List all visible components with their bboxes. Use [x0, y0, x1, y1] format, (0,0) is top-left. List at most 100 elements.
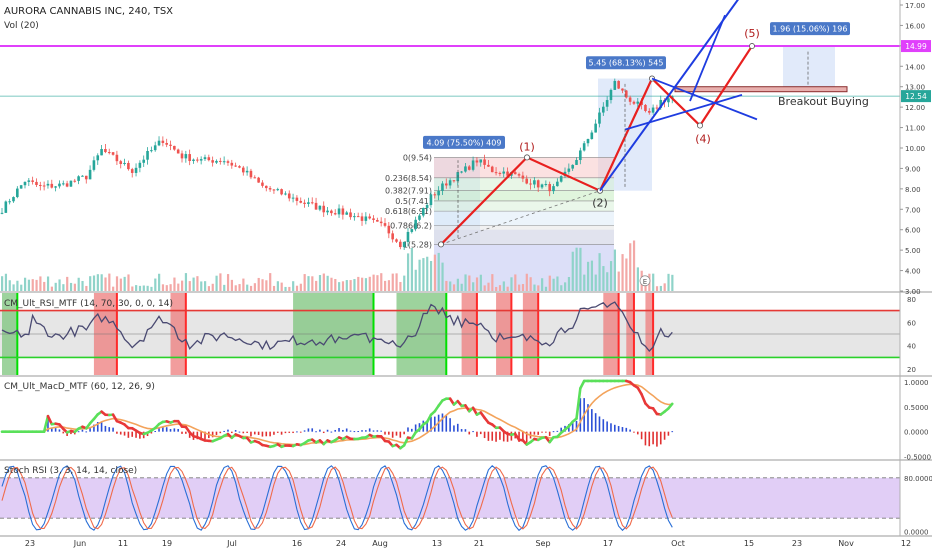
- macd-histogram-bar: [280, 431, 283, 435]
- macd-histogram-bar: [403, 431, 405, 435]
- volume-bar: [441, 262, 444, 291]
- volume-bar: [39, 276, 42, 291]
- wave-pivot: [749, 43, 756, 50]
- measurement-label: 4.09 (75.50%) 409: [427, 138, 502, 147]
- candle-body: [609, 89, 613, 101]
- wave-pivot: [437, 241, 444, 248]
- candle-body: [272, 189, 276, 191]
- candle-body: [173, 145, 176, 150]
- volume-bar: [521, 284, 525, 291]
- price-tick-label: 3.00: [905, 288, 921, 296]
- volume-bar: [586, 261, 590, 291]
- rsi-tick-label: 40: [907, 343, 916, 351]
- volume-bar: [161, 284, 165, 291]
- candle-body: [579, 150, 582, 161]
- macd-histogram-bar: [108, 427, 111, 432]
- volume-bar: [315, 280, 318, 291]
- fib-level-label: 0.5(7.41): [395, 197, 432, 206]
- macd-histogram-bar: [598, 416, 601, 432]
- volume-bar: [491, 274, 494, 291]
- macd-histogram-bar: [261, 431, 264, 437]
- macd-histogram-bar: [158, 427, 160, 432]
- candle-body: [441, 183, 444, 191]
- price-tick-label: 13.00: [905, 84, 925, 92]
- macd-histogram-bar: [162, 426, 164, 432]
- candle-body: [16, 188, 19, 198]
- candle-body: [422, 207, 425, 216]
- volume-bar: [533, 284, 536, 291]
- volume-bar: [403, 275, 406, 291]
- candle-body: [467, 166, 471, 170]
- candle-body: [81, 175, 84, 177]
- price-tick-label: 12.00: [905, 104, 925, 112]
- candle-body: [548, 184, 551, 192]
- macd-histogram-bar: [537, 431, 539, 435]
- volume-bar: [200, 281, 203, 291]
- volume-bar: [234, 285, 237, 291]
- macd-histogram-bar: [453, 425, 455, 432]
- macd-histogram-bar: [460, 429, 463, 432]
- fib-band: [434, 200, 614, 212]
- candle-body: [0, 212, 4, 214]
- volume-bar: [590, 260, 594, 291]
- candle-body: [123, 162, 126, 164]
- macd-histogram-bar: [522, 431, 524, 441]
- stoch-label: Stoch RSI (3, 3, 14, 14, close): [4, 466, 137, 476]
- macd-histogram-bar: [77, 431, 80, 433]
- candle-body: [230, 162, 234, 166]
- macd-histogram-bar: [384, 431, 386, 435]
- candle-body: [176, 149, 180, 154]
- event-marker-label: E: [643, 278, 647, 286]
- macd-histogram-bar: [119, 431, 122, 435]
- x-tick-label: Jun: [73, 539, 87, 548]
- candle-body: [234, 165, 237, 167]
- fib-band: [434, 211, 614, 226]
- candle-body: [337, 208, 341, 215]
- price-tick-label: 9.00: [905, 165, 921, 173]
- macd-histogram-bar: [311, 428, 314, 432]
- volume-bar: [472, 282, 475, 291]
- volume-bar: [429, 260, 433, 291]
- x-tick-label: 15: [744, 539, 754, 548]
- volume-bar: [261, 279, 264, 291]
- candle-body: [276, 189, 280, 191]
- volume-bar: [138, 285, 142, 291]
- volume-bar: [387, 280, 391, 291]
- candle-body: [418, 215, 421, 220]
- volume-bar: [349, 280, 352, 291]
- macd-histogram-bar: [85, 431, 88, 433]
- candle-body: [575, 160, 578, 165]
- triangle-upper-line: [651, 77, 758, 121]
- candle-body: [50, 183, 54, 188]
- candle-body: [245, 170, 249, 173]
- volume-bar: [123, 276, 126, 291]
- macd-histogram-bar: [58, 429, 61, 432]
- macd-panel: [0, 379, 674, 450]
- macd-histogram-bar: [464, 429, 467, 432]
- volume-bar: [253, 283, 256, 291]
- candle-body: [84, 175, 88, 180]
- candle-body: [464, 166, 467, 172]
- macd-histogram-bar: [93, 424, 95, 432]
- candle-body: [303, 202, 306, 204]
- fib-level-label: 0.618(6.91): [385, 207, 432, 216]
- volume-bar: [46, 276, 50, 291]
- candle-body: [284, 193, 287, 195]
- macd-histogram-bar: [621, 427, 624, 432]
- candle-body: [444, 183, 448, 186]
- candle-body: [203, 157, 207, 160]
- macd-line-segment: [471, 406, 479, 416]
- macd-histogram-bar: [545, 431, 547, 433]
- candle-body: [353, 216, 356, 218]
- macd-histogram-bar: [204, 431, 206, 440]
- price-tick-label: 7.00: [905, 206, 921, 214]
- macd-line-segment: [42, 414, 50, 433]
- macd-histogram-bar: [257, 431, 260, 435]
- macd-histogram-bar: [388, 431, 390, 435]
- macd-histogram-bar: [116, 431, 118, 434]
- volume-bar: [85, 285, 88, 291]
- macd-histogram-bar: [648, 431, 651, 447]
- volume-bar: [69, 282, 73, 291]
- macd-histogram-bar: [633, 431, 635, 433]
